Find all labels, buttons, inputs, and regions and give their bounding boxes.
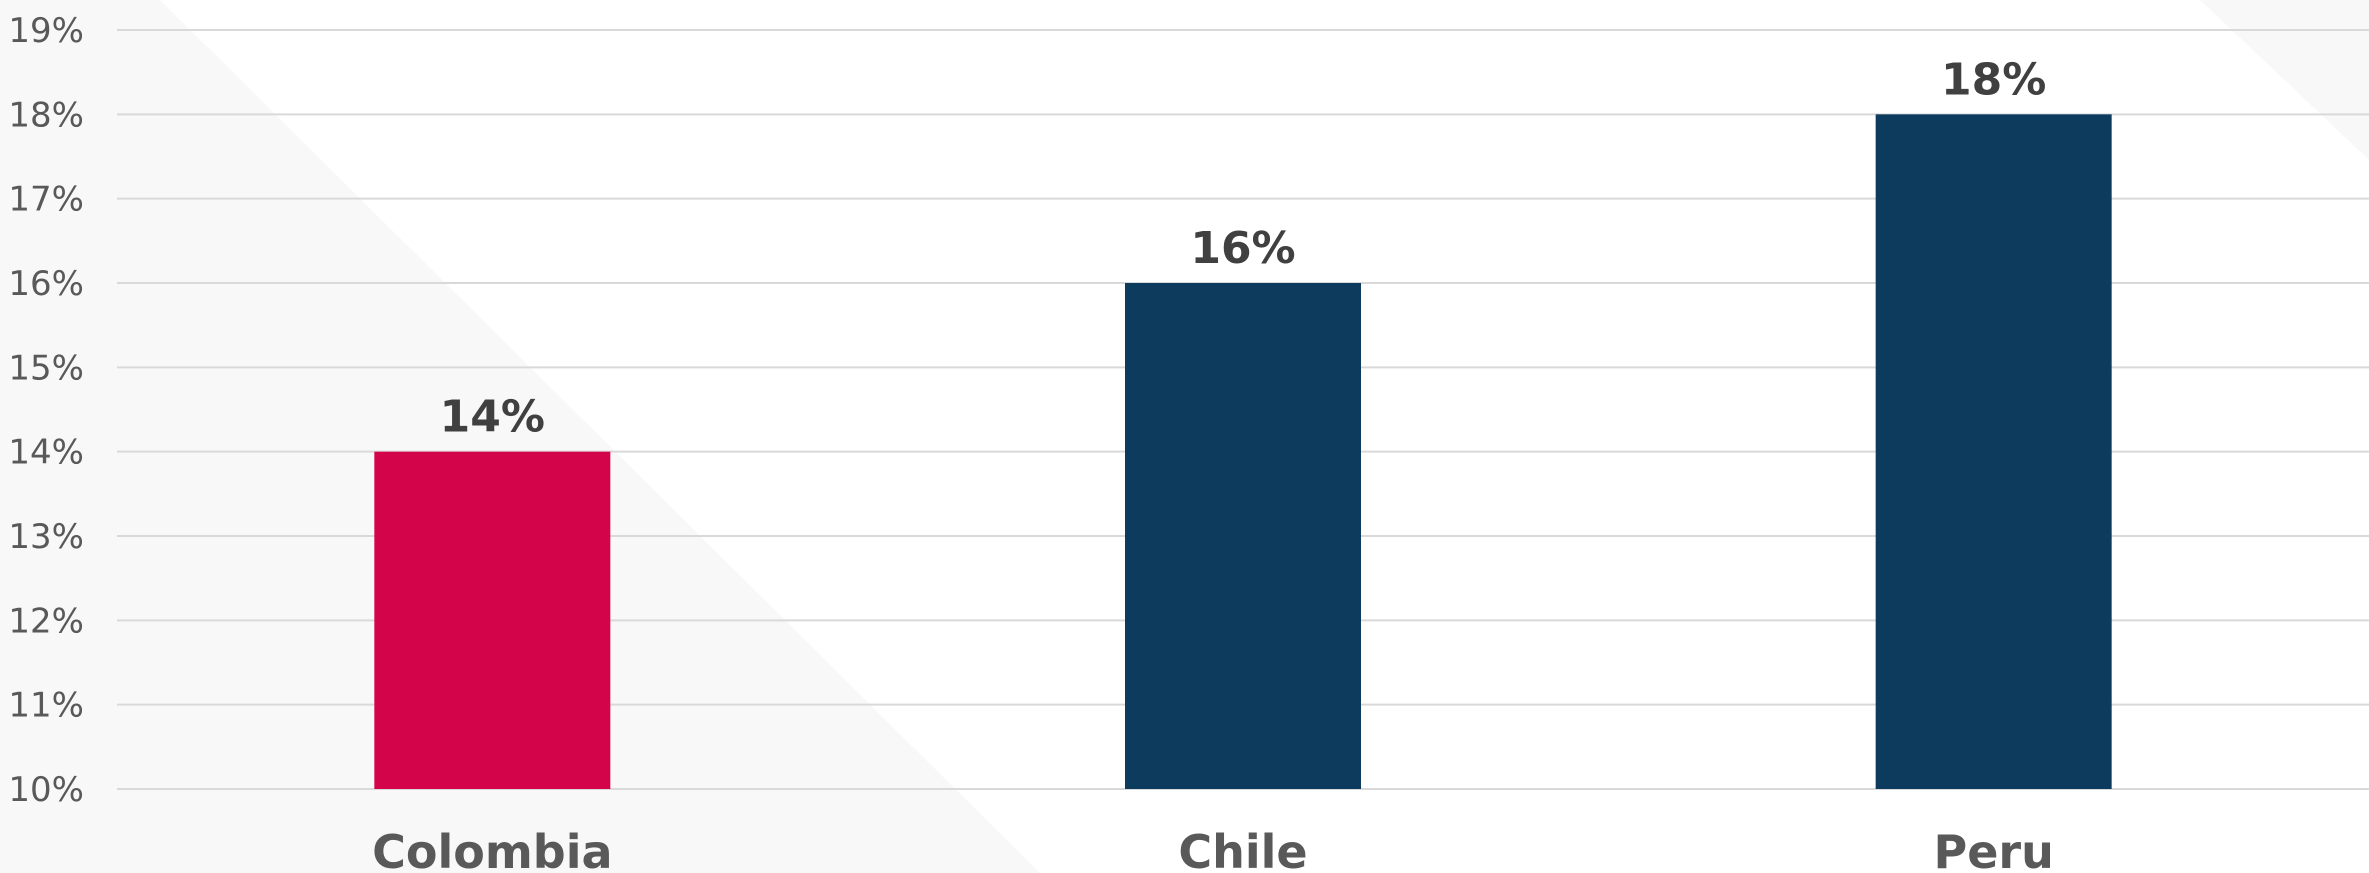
- category-label-colombia: Colombia: [372, 825, 612, 873]
- y-axis-tick-labels: 10% 11% 12% 13% 14% 15% 16% 17% 18% 19%: [8, 11, 84, 810]
- y-tick-label: 16%: [8, 264, 84, 304]
- data-label-chile: 16%: [1190, 223, 1295, 274]
- background-shape-right: [2200, 0, 2369, 160]
- bar-colombia: [374, 451, 611, 789]
- category-label-peru: Peru: [1933, 825, 2053, 873]
- y-tick-label: 19%: [8, 11, 84, 51]
- category-label-chile: Chile: [1178, 825, 1307, 873]
- category-labels: Colombia Chile Peru: [372, 825, 2054, 873]
- bar-peru: [1875, 114, 2112, 790]
- y-tick-label: 14%: [8, 433, 84, 473]
- y-tick-label: 10%: [8, 770, 84, 810]
- y-tick-label: 13%: [8, 517, 84, 557]
- y-tick-label: 17%: [8, 180, 84, 220]
- y-tick-label: 15%: [8, 348, 84, 388]
- y-tick-label: 18%: [8, 95, 84, 135]
- y-tick-label: 12%: [8, 601, 84, 641]
- bar-chile: [1125, 283, 1361, 789]
- data-labels: 14% 16% 18%: [440, 54, 2047, 442]
- bars: [374, 114, 2112, 790]
- data-label-colombia: 14%: [440, 392, 545, 443]
- background-shape-left: [0, 0, 1040, 873]
- y-tick-label: 11%: [8, 686, 84, 726]
- data-label-peru: 18%: [1941, 54, 2046, 105]
